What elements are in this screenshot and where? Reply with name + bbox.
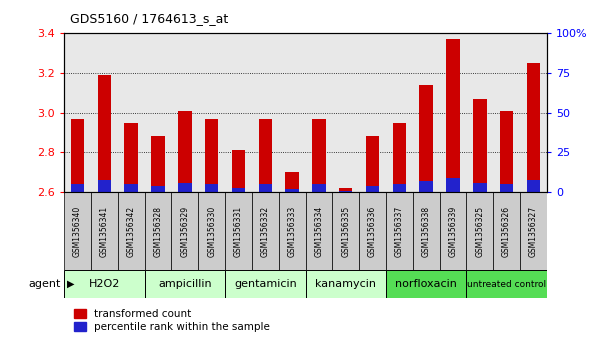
Bar [178,111,191,192]
Bar [366,186,379,192]
Text: GSM1356334: GSM1356334 [315,206,323,257]
Text: GSM1356325: GSM1356325 [475,206,485,257]
Bar [312,118,326,192]
Bar [500,111,513,192]
Text: GSM1356329: GSM1356329 [180,206,189,257]
Bar [466,270,547,298]
Bar [332,192,359,270]
Text: GSM1356330: GSM1356330 [207,206,216,257]
Bar [473,183,486,192]
Bar [225,192,252,270]
Text: untreated control: untreated control [467,280,546,289]
Bar [285,172,299,192]
Bar [386,192,413,270]
Bar [312,184,326,192]
Bar [359,192,386,270]
Bar [71,184,84,192]
Bar [98,180,111,192]
Text: GSM1356335: GSM1356335 [341,206,350,257]
Bar [413,192,439,270]
Bar [252,192,279,270]
Text: GSM1356333: GSM1356333 [288,206,296,257]
Bar [493,192,520,270]
Bar [420,181,433,192]
Bar [125,184,138,192]
Bar [339,191,353,192]
Text: GSM1356342: GSM1356342 [126,206,136,257]
Bar [98,74,111,192]
Bar [279,192,306,270]
Bar [145,270,225,298]
Bar [225,270,306,298]
Bar [366,136,379,192]
Text: GSM1356331: GSM1356331 [234,206,243,257]
Bar [145,192,172,270]
Bar [258,118,272,192]
Bar [152,136,165,192]
Bar [172,192,198,270]
Bar [64,270,145,298]
Bar [205,184,218,192]
Bar [118,192,145,270]
Text: ▶: ▶ [67,279,75,289]
Text: GSM1356328: GSM1356328 [153,206,163,257]
Text: GDS5160 / 1764613_s_at: GDS5160 / 1764613_s_at [70,12,229,25]
Bar [285,189,299,192]
Text: GSM1356341: GSM1356341 [100,206,109,257]
Text: GSM1356339: GSM1356339 [448,206,458,257]
Text: GSM1356336: GSM1356336 [368,206,377,257]
Bar [527,62,540,192]
Bar [446,178,459,192]
Text: H2O2: H2O2 [89,279,120,289]
Bar [393,122,406,192]
Bar [198,192,225,270]
Bar [205,118,218,192]
Bar [306,270,386,298]
Bar [386,270,466,298]
Text: gentamicin: gentamicin [234,279,297,289]
Bar [527,180,540,192]
Text: ampicillin: ampicillin [158,279,211,289]
Text: norfloxacin: norfloxacin [395,279,457,289]
Bar [232,150,245,192]
Text: kanamycin: kanamycin [315,279,376,289]
Bar [500,184,513,192]
Bar [125,122,138,192]
Bar [393,184,406,192]
Text: GSM1356340: GSM1356340 [73,206,82,257]
Text: GSM1356326: GSM1356326 [502,206,511,257]
Bar [446,38,459,192]
Text: GSM1356337: GSM1356337 [395,206,404,257]
Bar [152,186,165,192]
Bar [71,118,84,192]
Text: GSM1356332: GSM1356332 [261,206,270,257]
Bar [520,192,547,270]
Bar [466,192,493,270]
Bar [473,99,486,192]
Bar [258,184,272,192]
Text: GSM1356338: GSM1356338 [422,206,431,257]
Bar [439,192,466,270]
Bar [178,183,191,192]
Bar [420,85,433,192]
Bar [64,192,91,270]
Legend: transformed count, percentile rank within the sample: transformed count, percentile rank withi… [70,305,274,336]
Bar [232,188,245,192]
Text: agent: agent [29,279,61,289]
Text: GSM1356327: GSM1356327 [529,206,538,257]
Bar [339,188,353,192]
Bar [91,192,118,270]
Bar [306,192,332,270]
